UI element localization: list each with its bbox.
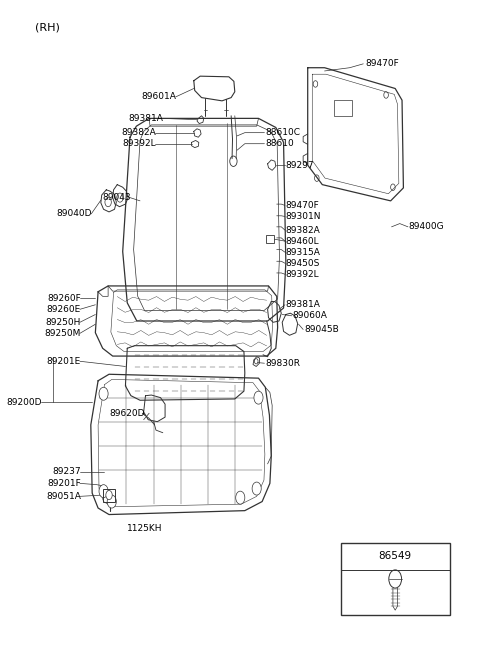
Circle shape [99, 485, 108, 498]
Text: 89200D: 89200D [7, 398, 42, 407]
Text: 89470F: 89470F [286, 201, 320, 210]
Bar [266, 235, 275, 243]
Text: 89040D: 89040D [57, 210, 92, 218]
Text: (RH): (RH) [35, 22, 60, 32]
Text: 89260F: 89260F [47, 294, 81, 303]
Text: 88610: 88610 [265, 140, 294, 148]
Text: 89460L: 89460L [286, 236, 320, 246]
Text: 89315A: 89315A [286, 248, 321, 257]
Text: 89381A: 89381A [128, 114, 163, 123]
Text: 89392L: 89392L [122, 140, 156, 148]
Text: 89381A: 89381A [286, 300, 321, 309]
Text: 89297: 89297 [286, 160, 314, 170]
Text: 89045B: 89045B [304, 325, 339, 334]
Text: 89301N: 89301N [286, 212, 321, 221]
Bar [334, 100, 352, 116]
Text: 89250M: 89250M [45, 329, 81, 338]
Text: 1125KH: 1125KH [127, 525, 162, 533]
Text: 89237: 89237 [52, 467, 81, 476]
Bar [340, 543, 450, 614]
Circle shape [106, 491, 112, 500]
Text: 89201F: 89201F [47, 479, 81, 488]
Text: 89392L: 89392L [286, 270, 320, 279]
Text: 89051A: 89051A [46, 492, 81, 501]
Text: 89830R: 89830R [265, 359, 300, 367]
Circle shape [236, 491, 245, 504]
Text: 89043: 89043 [102, 193, 131, 202]
Text: 89060A: 89060A [293, 311, 327, 320]
Text: 89382A: 89382A [121, 128, 156, 137]
Text: 88610C: 88610C [265, 128, 300, 137]
Circle shape [107, 495, 116, 508]
Circle shape [252, 482, 261, 495]
Text: 86549: 86549 [379, 551, 412, 561]
Text: 89382A: 89382A [286, 225, 321, 234]
Bar [103, 489, 115, 502]
Text: 89620D: 89620D [109, 409, 144, 418]
Text: 89450S: 89450S [286, 259, 320, 268]
Text: 89470F: 89470F [366, 60, 399, 68]
Text: 89250H: 89250H [46, 318, 81, 327]
Text: 89201E: 89201E [47, 357, 81, 365]
Text: 89601A: 89601A [142, 92, 177, 102]
Circle shape [99, 387, 108, 400]
Circle shape [254, 391, 263, 404]
Text: 89260E: 89260E [47, 305, 81, 314]
Text: 89400G: 89400G [409, 222, 444, 231]
